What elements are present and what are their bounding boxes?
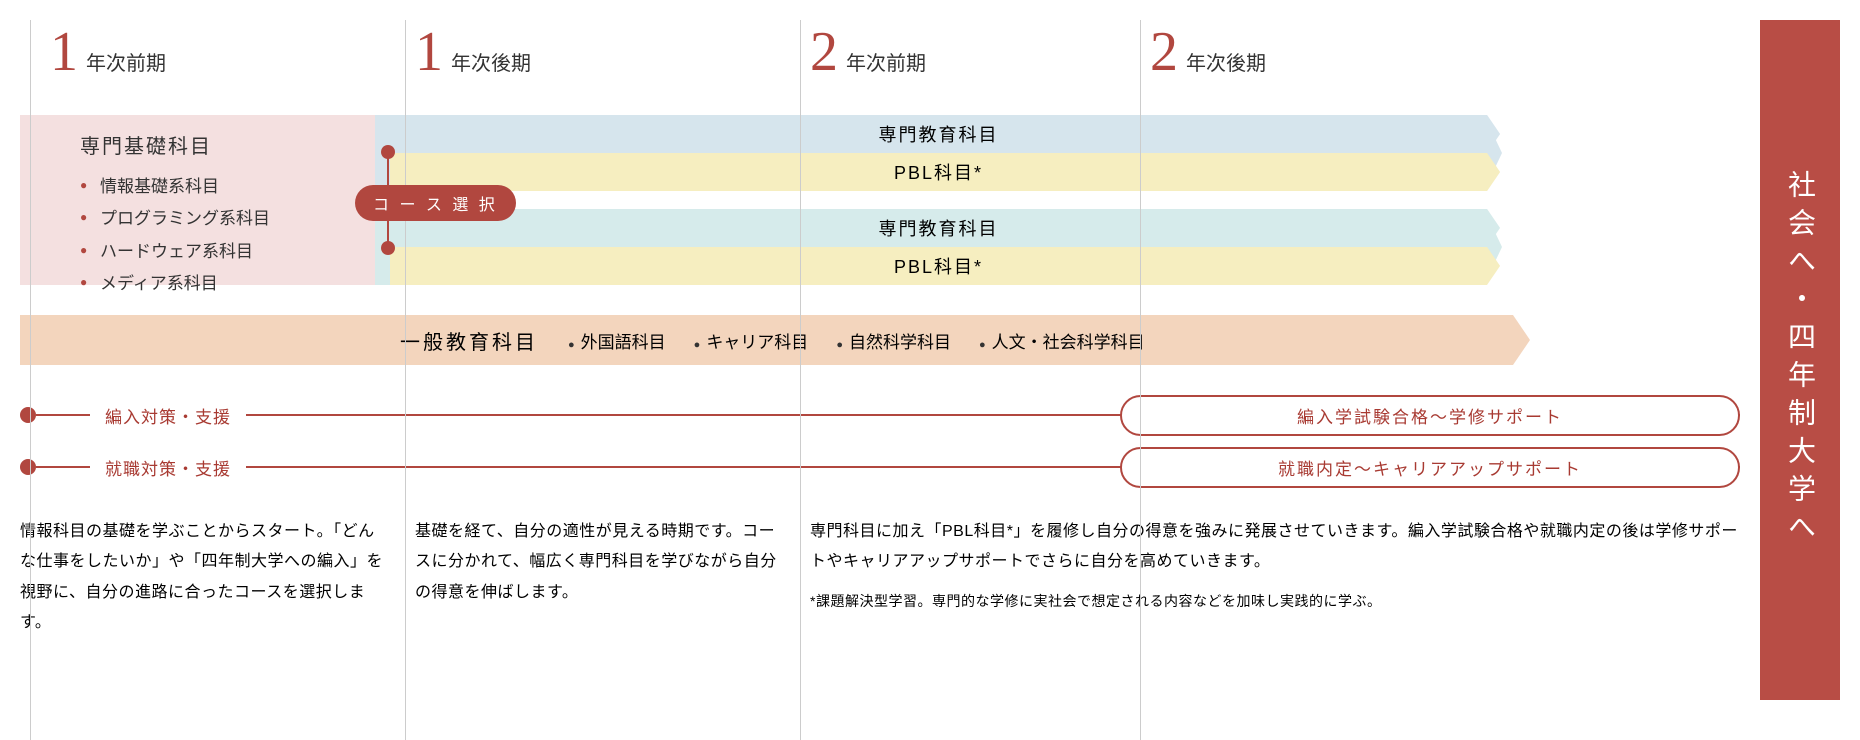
descriptions: 情報科目の基礎を学ぶことからスタート。「どんな仕事をしたいか」や「四年制大学への… bbox=[20, 517, 1740, 639]
connector-dot bbox=[381, 241, 395, 255]
year-number: 1 bbox=[50, 20, 78, 84]
course-tracks: 情報工学コース専門教育科目PBL科目*メディアコミュニケーションコース専門教育科… bbox=[375, 115, 1740, 285]
year-label: 年次前期 bbox=[86, 47, 166, 76]
desc-year1-second: 基礎を経て、自分の適性が見える時期です。コースに分かれて、幅広く専門科目を学びな… bbox=[415, 517, 785, 639]
desc3-note: *課題解決型学習。専門的な学修に実社会で想定される内容などを加味し実践的に学ぶ。 bbox=[810, 590, 1740, 614]
year-header: 1 年次前期 bbox=[50, 20, 166, 84]
year-number: 2 bbox=[1150, 20, 1178, 84]
year-header: 1 年次後期 bbox=[415, 20, 531, 84]
dot-icon bbox=[20, 459, 36, 475]
foundation-item: メディア系科目 bbox=[80, 268, 335, 300]
outcome-banner: 社会へ・四年制大学へ bbox=[1760, 20, 1840, 700]
general-education-bar: 一般教育科目 外国語科目 キャリア科目 自然科学科目 人文・社会科学科目 bbox=[20, 315, 1513, 365]
course1-pbl: PBL科目* bbox=[390, 153, 1487, 191]
connector-dot bbox=[381, 145, 395, 159]
divider-line bbox=[405, 20, 406, 740]
general-ed-title: 一般教育科目 bbox=[400, 326, 538, 355]
year-number: 1 bbox=[415, 20, 443, 84]
year-headers: 1 年次前期 1 年次後期 2 年次前期 2 年次後期 bbox=[20, 20, 1740, 90]
desc3-text: 専門科目に加え「PBL科目*」を履修し自分の得意を強みに発展させていきます。編入… bbox=[810, 523, 1738, 570]
foundation-list: 情報基礎系科目プログラミング系科目ハードウェア系科目メディア系科目 bbox=[80, 171, 335, 300]
year-header: 2 年次後期 bbox=[1150, 20, 1266, 84]
arrow-tip bbox=[1487, 247, 1500, 266]
arrow-tip bbox=[1487, 115, 1500, 153]
transfer-support-box: 編入学試験合格〜学修サポート bbox=[1120, 395, 1740, 436]
year-number: 2 bbox=[810, 20, 838, 84]
foundation-block: 専門基礎科目 情報基礎系科目プログラミング系科目ハードウェア系科目メディア系科目 bbox=[20, 115, 375, 285]
transfer-support-line: 編入対策・支援 編入学試験合格〜学修サポート bbox=[20, 395, 1740, 435]
dot-icon bbox=[20, 407, 36, 423]
desc2-text: 基礎を経て、自分の適性が見える時期です。コースに分かれて、幅広く専門科目を学びな… bbox=[415, 523, 777, 601]
course1-subject: 専門教育科目 bbox=[390, 115, 1487, 153]
arrow-tip bbox=[1513, 315, 1530, 365]
foundation-item: 情報基礎系科目 bbox=[80, 171, 335, 203]
career-support-line: 就職対策・支援 就職内定〜キャリアアップサポート bbox=[20, 447, 1740, 487]
general-ed-item: 人文・社会科学科目 bbox=[979, 328, 1145, 353]
foundation-item: プログラミング系科目 bbox=[80, 203, 335, 235]
arrow-tip bbox=[1487, 209, 1500, 228]
course2-subject: 専門教育科目 bbox=[390, 209, 1487, 247]
foundation-item: ハードウェア系科目 bbox=[80, 236, 335, 268]
year-label: 年次前期 bbox=[846, 47, 926, 76]
divider-line bbox=[1140, 20, 1141, 740]
transfer-support-label: 編入対策・支援 bbox=[90, 403, 246, 428]
divider-line bbox=[800, 20, 801, 740]
course-select-badge: コ ー ス 選 択 bbox=[355, 185, 516, 221]
general-ed-item: 自然科学科目 bbox=[836, 328, 951, 353]
divider-line bbox=[30, 20, 31, 740]
arrow-tip bbox=[1487, 153, 1500, 191]
courses-row: 専門基礎科目 情報基礎系科目プログラミング系科目ハードウェア系科目メディア系科目… bbox=[20, 115, 1740, 285]
desc-year1-first: 情報科目の基礎を学ぶことからスタート。「どんな仕事をしたいか」や「四年制大学への… bbox=[20, 517, 390, 639]
career-support-box: 就職内定〜キャリアアップサポート bbox=[1120, 447, 1740, 488]
career-support-label: 就職対策・支援 bbox=[90, 455, 246, 480]
general-ed-item: 外国語科目 bbox=[568, 328, 666, 353]
year-label: 年次後期 bbox=[451, 47, 531, 76]
year-label: 年次後期 bbox=[1186, 47, 1266, 76]
foundation-title: 専門基礎科目 bbox=[80, 130, 335, 159]
banner-text: 社会へ・四年制大学へ bbox=[1780, 170, 1820, 550]
curriculum-flow: 1 年次前期 1 年次後期 2 年次前期 2 年次後期 専門基礎科目 情報基礎系科目プログラミ… bbox=[20, 20, 1740, 700]
course2-pbl: PBL科目* bbox=[390, 247, 1487, 285]
desc1-text: 情報科目の基礎を学ぶことからスタート。「どんな仕事をしたいか」や「四年制大学への… bbox=[20, 523, 383, 631]
desc-year2: 専門科目に加え「PBL科目*」を履修し自分の得意を強みに発展させていきます。編入… bbox=[810, 517, 1740, 639]
general-ed-item: キャリア科目 bbox=[694, 328, 809, 353]
year-header: 2 年次前期 bbox=[810, 20, 926, 84]
